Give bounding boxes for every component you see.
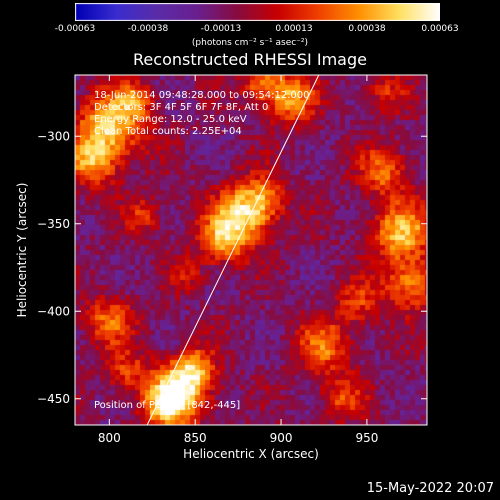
y-tick-label: −300 (37, 129, 70, 143)
y-tick-label: −350 (37, 217, 70, 231)
colorbar-tick: -0.00063 (54, 24, 96, 34)
colorbar (75, 3, 440, 21)
info-clean-counts: Clean Total counts: 2.25E+04 (94, 126, 242, 137)
info-energy-range: Energy Range: 12.0 - 25.0 keV (94, 114, 247, 125)
plot-frame (74, 74, 428, 426)
colorbar-tick: -0.00038 (127, 24, 169, 34)
colorbar-ticks: -0.00063 -0.00038 -0.00013 0.00013 0.000… (0, 24, 500, 40)
limb-line (146, 74, 320, 426)
x-axis-label: Heliocentric X (arcsec) (183, 447, 319, 461)
colorbar-tick: 0.00063 (421, 24, 459, 34)
y-axis-label: Heliocentric Y (arcsec) (15, 183, 29, 318)
colorbar-units-label: (photons cm⁻² s⁻¹ asec⁻²) (191, 38, 309, 48)
x-tick-label: 900 (270, 431, 293, 445)
x-axis: 800 850 900 950 (98, 75, 378, 445)
colorbar-tick: 0.00038 (348, 24, 386, 34)
heatmap-image (75, 75, 427, 425)
chart-title: Reconstructed RHESSI Image (133, 50, 367, 69)
colorbar-tick: -0.00013 (200, 24, 242, 34)
x-tick-label: 800 (98, 431, 121, 445)
x-tick-label: 950 (355, 431, 378, 445)
y-axis: −300 −350 −400 −450 (37, 129, 427, 406)
colorbar-tick: 0.00013 (275, 24, 313, 34)
peak-position-label: Position of Peak = [842,-445] (94, 400, 240, 411)
y-tick-label: −400 (37, 304, 70, 318)
y-tick-label: −450 (37, 392, 70, 406)
info-time-range: 18-Jun-2014 09:48:28.000 to 09:54:12.000 (94, 90, 310, 101)
x-tick-label: 850 (184, 431, 207, 445)
timestamp: 15-May-2022 20:07 (366, 481, 494, 496)
info-detectors: Detectors: 3F 4F 5F 6F 7F 8F, Att 0 (94, 102, 268, 113)
